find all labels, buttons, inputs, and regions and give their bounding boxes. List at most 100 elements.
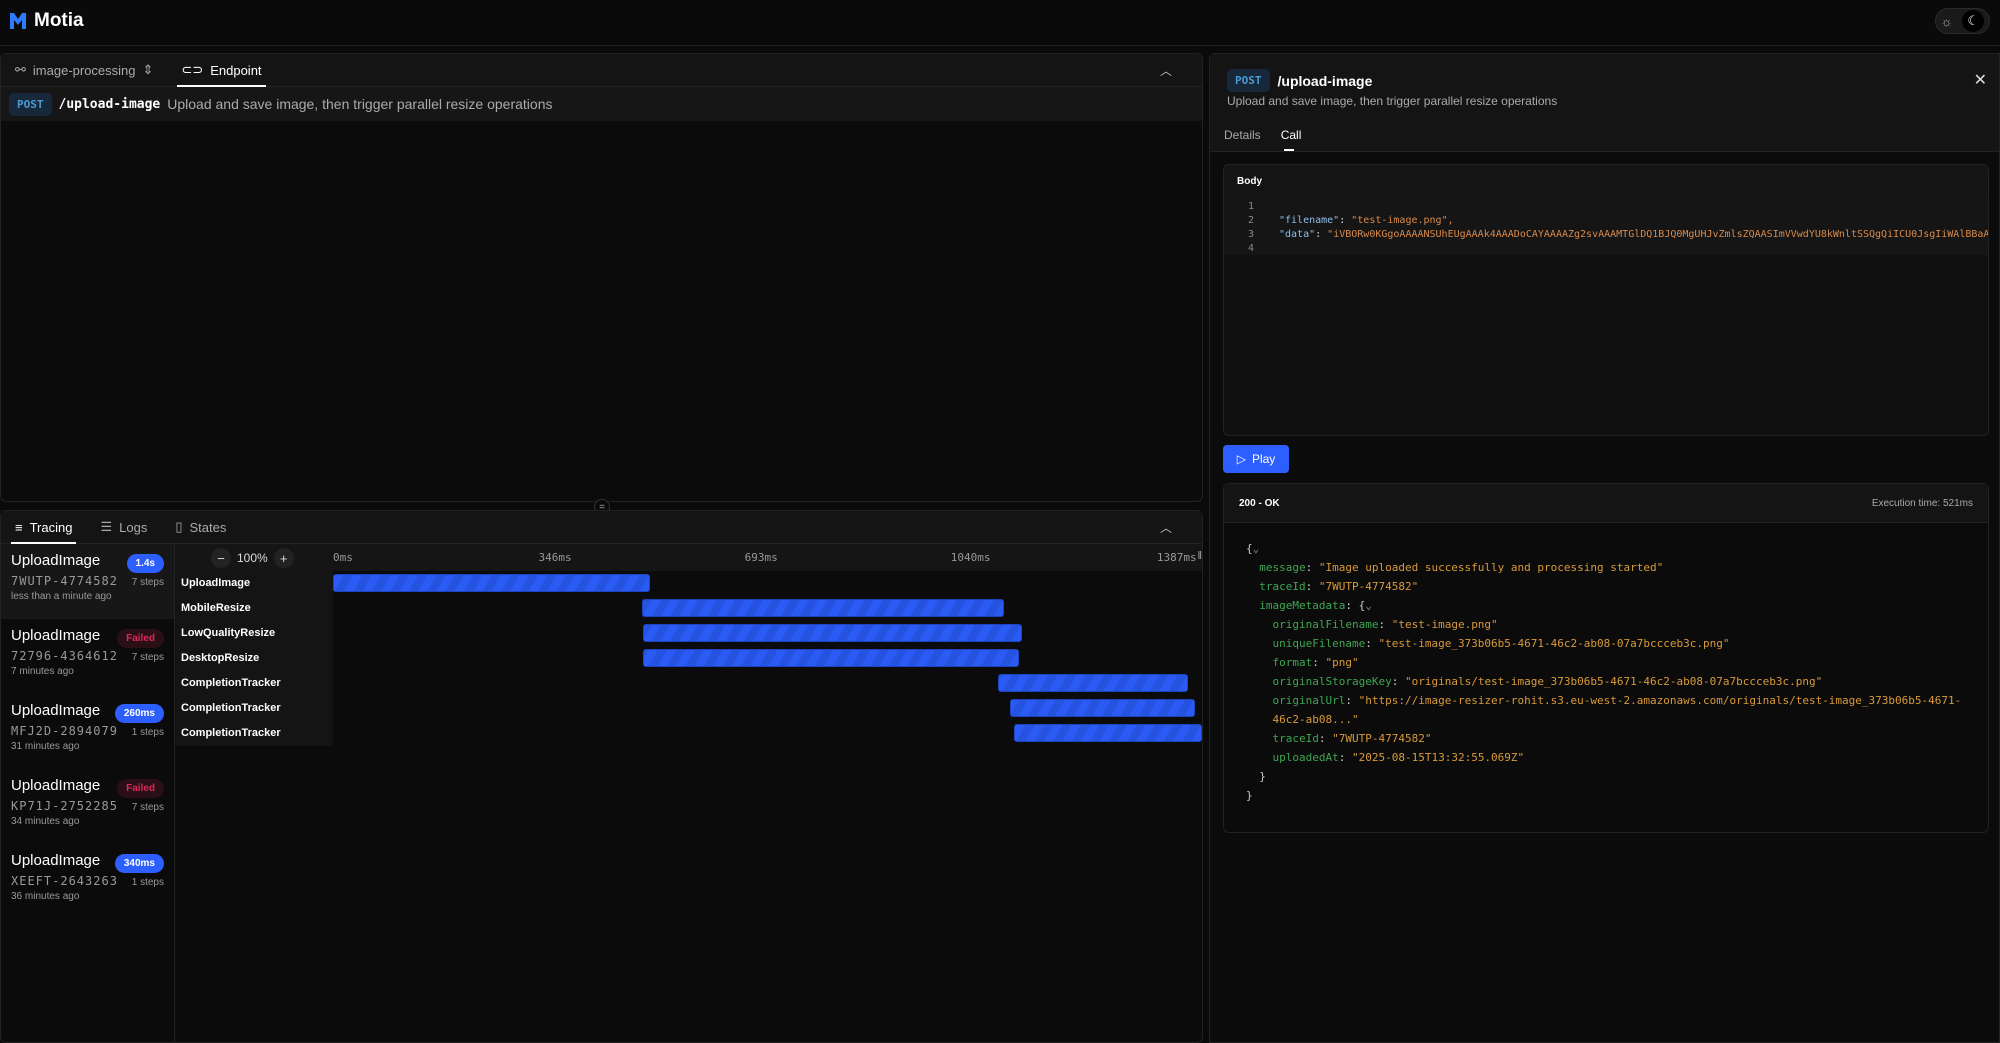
- collapse-icon[interactable]: ︿: [1159, 64, 1172, 78]
- step-bar[interactable]: [1010, 699, 1195, 717]
- tab-label: Tracing: [29, 519, 73, 535]
- json-value: "test-image.png",: [1351, 215, 1454, 226]
- logo: Motia: [8, 10, 84, 32]
- step-bar[interactable]: [641, 599, 1005, 617]
- step-name[interactable]: CompletionTracker: [181, 727, 281, 739]
- app-name: Motia: [34, 10, 84, 31]
- step-bar[interactable]: [643, 624, 1023, 642]
- trace-steps: 7 steps: [131, 802, 164, 813]
- json-key: "data": [1279, 229, 1316, 240]
- trace-id: MFJ2D-2894079: [11, 724, 118, 738]
- sun-icon[interactable]: ☼: [1940, 13, 1953, 29]
- trace-item[interactable]: UploadImage 260ms MFJ2D-2894079 1 steps …: [1, 694, 174, 769]
- trace-name: UploadImage: [11, 552, 101, 569]
- trace-item[interactable]: UploadImage Failed KP71J-2752285 7 steps…: [1, 769, 174, 844]
- trace-id: 7WUTP-4774582: [11, 574, 118, 588]
- trace-name: UploadImage: [11, 702, 101, 719]
- step-bar[interactable]: [998, 674, 1189, 692]
- play-button[interactable]: ▷ Play: [1223, 445, 1289, 473]
- timeline-header: − 100% + 0ms 346ms 693ms 1040ms 1387ms ‖: [175, 544, 1202, 571]
- json-value: "7WUTP-4774582": [1318, 580, 1419, 593]
- trace-id: XEEFT-2643263: [11, 874, 118, 888]
- trace-status-badge: 1.4s: [126, 554, 164, 573]
- flow-icon: ⚯: [15, 62, 26, 77]
- json-value: "test-image.png": [1391, 618, 1498, 631]
- step-name[interactable]: MobileResize: [181, 602, 251, 614]
- tab-states[interactable]: ▯ States: [175, 511, 226, 544]
- trace-steps: 1 steps: [131, 727, 164, 738]
- trace-item[interactable]: UploadImage 340ms XEEFT-2643263 1 steps …: [1, 844, 174, 919]
- play-label: Play: [1251, 452, 1276, 466]
- json-key: "filename": [1279, 215, 1340, 226]
- timeline-tick: 693ms: [744, 551, 778, 564]
- trace-steps: 7 steps: [131, 652, 164, 663]
- tab-label: States: [189, 519, 227, 535]
- json-value: "2025-08-15T13:32:55.069Z": [1351, 751, 1525, 764]
- json-value: "Image uploaded successfully and process…: [1318, 561, 1664, 574]
- trace-time: 7 minutes ago: [11, 666, 74, 677]
- collapse-icon[interactable]: ︿: [1159, 521, 1172, 535]
- trace-time: 34 minutes ago: [11, 816, 80, 827]
- pause-icon[interactable]: ‖: [1197, 550, 1202, 562]
- tab-endpoint-label: Endpoint: [210, 62, 262, 78]
- tab-details[interactable]: Details: [1224, 128, 1261, 142]
- line-number: 1: [1247, 201, 1254, 212]
- moon-icon[interactable]: ☾: [1962, 10, 1985, 32]
- method-badge: POST: [9, 92, 52, 116]
- motia-logo-icon: [10, 13, 26, 29]
- json-value: 46c2-ab08...": [1272, 713, 1359, 726]
- theme-toggle[interactable]: ☼ ☾: [1935, 8, 1990, 34]
- zoom-out-button[interactable]: −: [211, 548, 231, 568]
- timeline-tick: 346ms: [538, 551, 572, 564]
- trace-name: UploadImage: [11, 777, 101, 794]
- trace-item[interactable]: UploadImage 1.4s 7WUTP-4774582 7 steps l…: [1, 544, 174, 619]
- trace-status-badge: 260ms: [114, 704, 164, 723]
- trace-list: UploadImage 1.4s 7WUTP-4774582 7 steps l…: [1, 544, 175, 1042]
- trace-item[interactable]: UploadImage Failed 72796-4364612 7 steps…: [1, 619, 174, 694]
- step-name[interactable]: CompletionTracker: [181, 677, 281, 689]
- flow-selector[interactable]: ⚯ image-processing ⇕: [15, 54, 153, 87]
- trace-status-badge: Failed: [117, 779, 164, 798]
- zoom-in-button[interactable]: +: [273, 548, 294, 568]
- step-name[interactable]: CompletionTracker: [181, 702, 281, 714]
- tab-label: Logs: [119, 519, 148, 535]
- json-value: "png": [1325, 656, 1359, 669]
- step-bar[interactable]: [333, 574, 651, 592]
- timeline-tick: 0ms: [333, 551, 353, 564]
- trace-time: less than a minute ago: [11, 591, 112, 602]
- step-bar[interactable]: [643, 649, 1020, 667]
- trace-status-badge: Failed: [117, 629, 164, 648]
- close-icon[interactable]: ✕: [1973, 72, 1987, 89]
- play-icon: ▷: [1236, 452, 1246, 466]
- collapse-chevron-icon[interactable]: ⌄: [1365, 599, 1372, 612]
- json-value: "test-image_373b06b5-4671-46c2-ab08-07a7…: [1378, 637, 1730, 650]
- tab-tracing[interactable]: ≡ Tracing: [10, 511, 77, 544]
- body-label: Body: [1224, 165, 1988, 199]
- timeline-tick: 1040ms: [950, 551, 991, 564]
- trace-timeline: − 100% + 0ms 346ms 693ms 1040ms 1387ms ‖ Upl…: [175, 544, 1203, 1042]
- body-editor: Body 1 2 3 4 "filename": "test-image.png…: [1223, 164, 1989, 436]
- trace-name: UploadImage: [11, 852, 101, 869]
- link-icon: ⊂⊃: [181, 62, 204, 77]
- line-number: 4: [1247, 243, 1254, 254]
- trace-steps: 7 steps: [131, 577, 164, 588]
- collapse-chevron-icon[interactable]: ⌄: [1252, 542, 1260, 555]
- response-status: 200 - OK: [1239, 498, 1280, 509]
- tab-call[interactable]: Call: [1280, 128, 1302, 151]
- tab-endpoint[interactable]: ⊂⊃ Endpoint: [177, 54, 266, 87]
- body-code-input[interactable]: 1 2 3 4 "filename": "test-image.png", "d…: [1224, 199, 1988, 255]
- json-value: "7WUTP-4774582": [1332, 732, 1432, 745]
- detail-description: Upload and save image, then trigger para…: [1227, 94, 1558, 108]
- tab-logs[interactable]: ☰ Logs: [100, 511, 147, 544]
- zoom-control: − 100% +: [211, 548, 294, 568]
- json-value: "https://image-resizer-rohit.s3.eu-west-…: [1358, 694, 1962, 707]
- flow-selector-label: image-processing: [32, 62, 136, 78]
- trace-id: KP71J-2752285: [11, 799, 118, 813]
- trace-name: UploadImage: [11, 627, 101, 644]
- step-name[interactable]: LowQualityResize: [181, 627, 276, 639]
- step-name[interactable]: UploadImage: [181, 577, 251, 589]
- endpoint-row[interactable]: POST /upload-image Upload and save image…: [1, 87, 1202, 121]
- step-name[interactable]: DesktopResize: [181, 652, 260, 664]
- file-icon: ▯: [175, 519, 183, 534]
- step-bar[interactable]: [1014, 724, 1203, 742]
